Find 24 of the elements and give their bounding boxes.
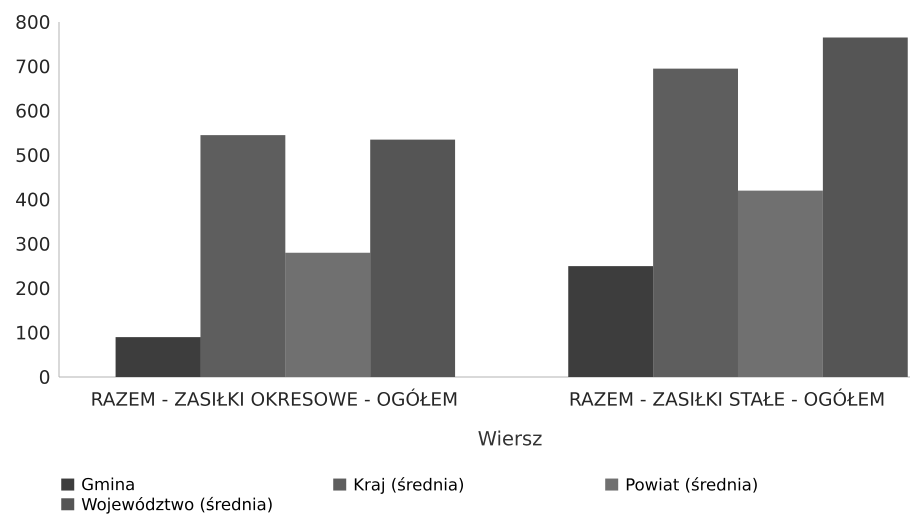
legend-label: Powiat (średnia) [626, 477, 757, 493]
y-tick-label: 400 [16, 192, 50, 206]
y-tick-label: 0 [40, 370, 50, 384]
bar [200, 135, 286, 377]
y-tick-label: 600 [16, 104, 50, 118]
x-axis-title: Wiersz [478, 430, 542, 446]
legend-label: Gmina [82, 478, 134, 490]
x-tick-label: RAZEM - ZASIŁKI STAŁE - OGÓŁEM [570, 388, 884, 406]
y-tick-label: 300 [16, 236, 50, 251]
legend-label: Kraj (średnia) [354, 477, 464, 494]
y-tick-label: 800 [16, 15, 50, 30]
bar [568, 266, 654, 377]
legend-label: Województwo (średnia) [82, 496, 272, 514]
bar [738, 190, 823, 377]
bar [653, 68, 738, 377]
y-tick-label: 200 [16, 281, 50, 296]
bar [370, 140, 456, 377]
bar [285, 252, 370, 377]
y-tick-label: 500 [16, 148, 50, 162]
y-tick-label: 100 [17, 326, 50, 340]
bar [822, 38, 908, 377]
x-tick-label: RAZEM - ZASIŁKI OKRESOWE - OGÓŁEM [92, 388, 456, 406]
bar [116, 337, 200, 377]
y-tick-label: 700 [16, 59, 50, 74]
